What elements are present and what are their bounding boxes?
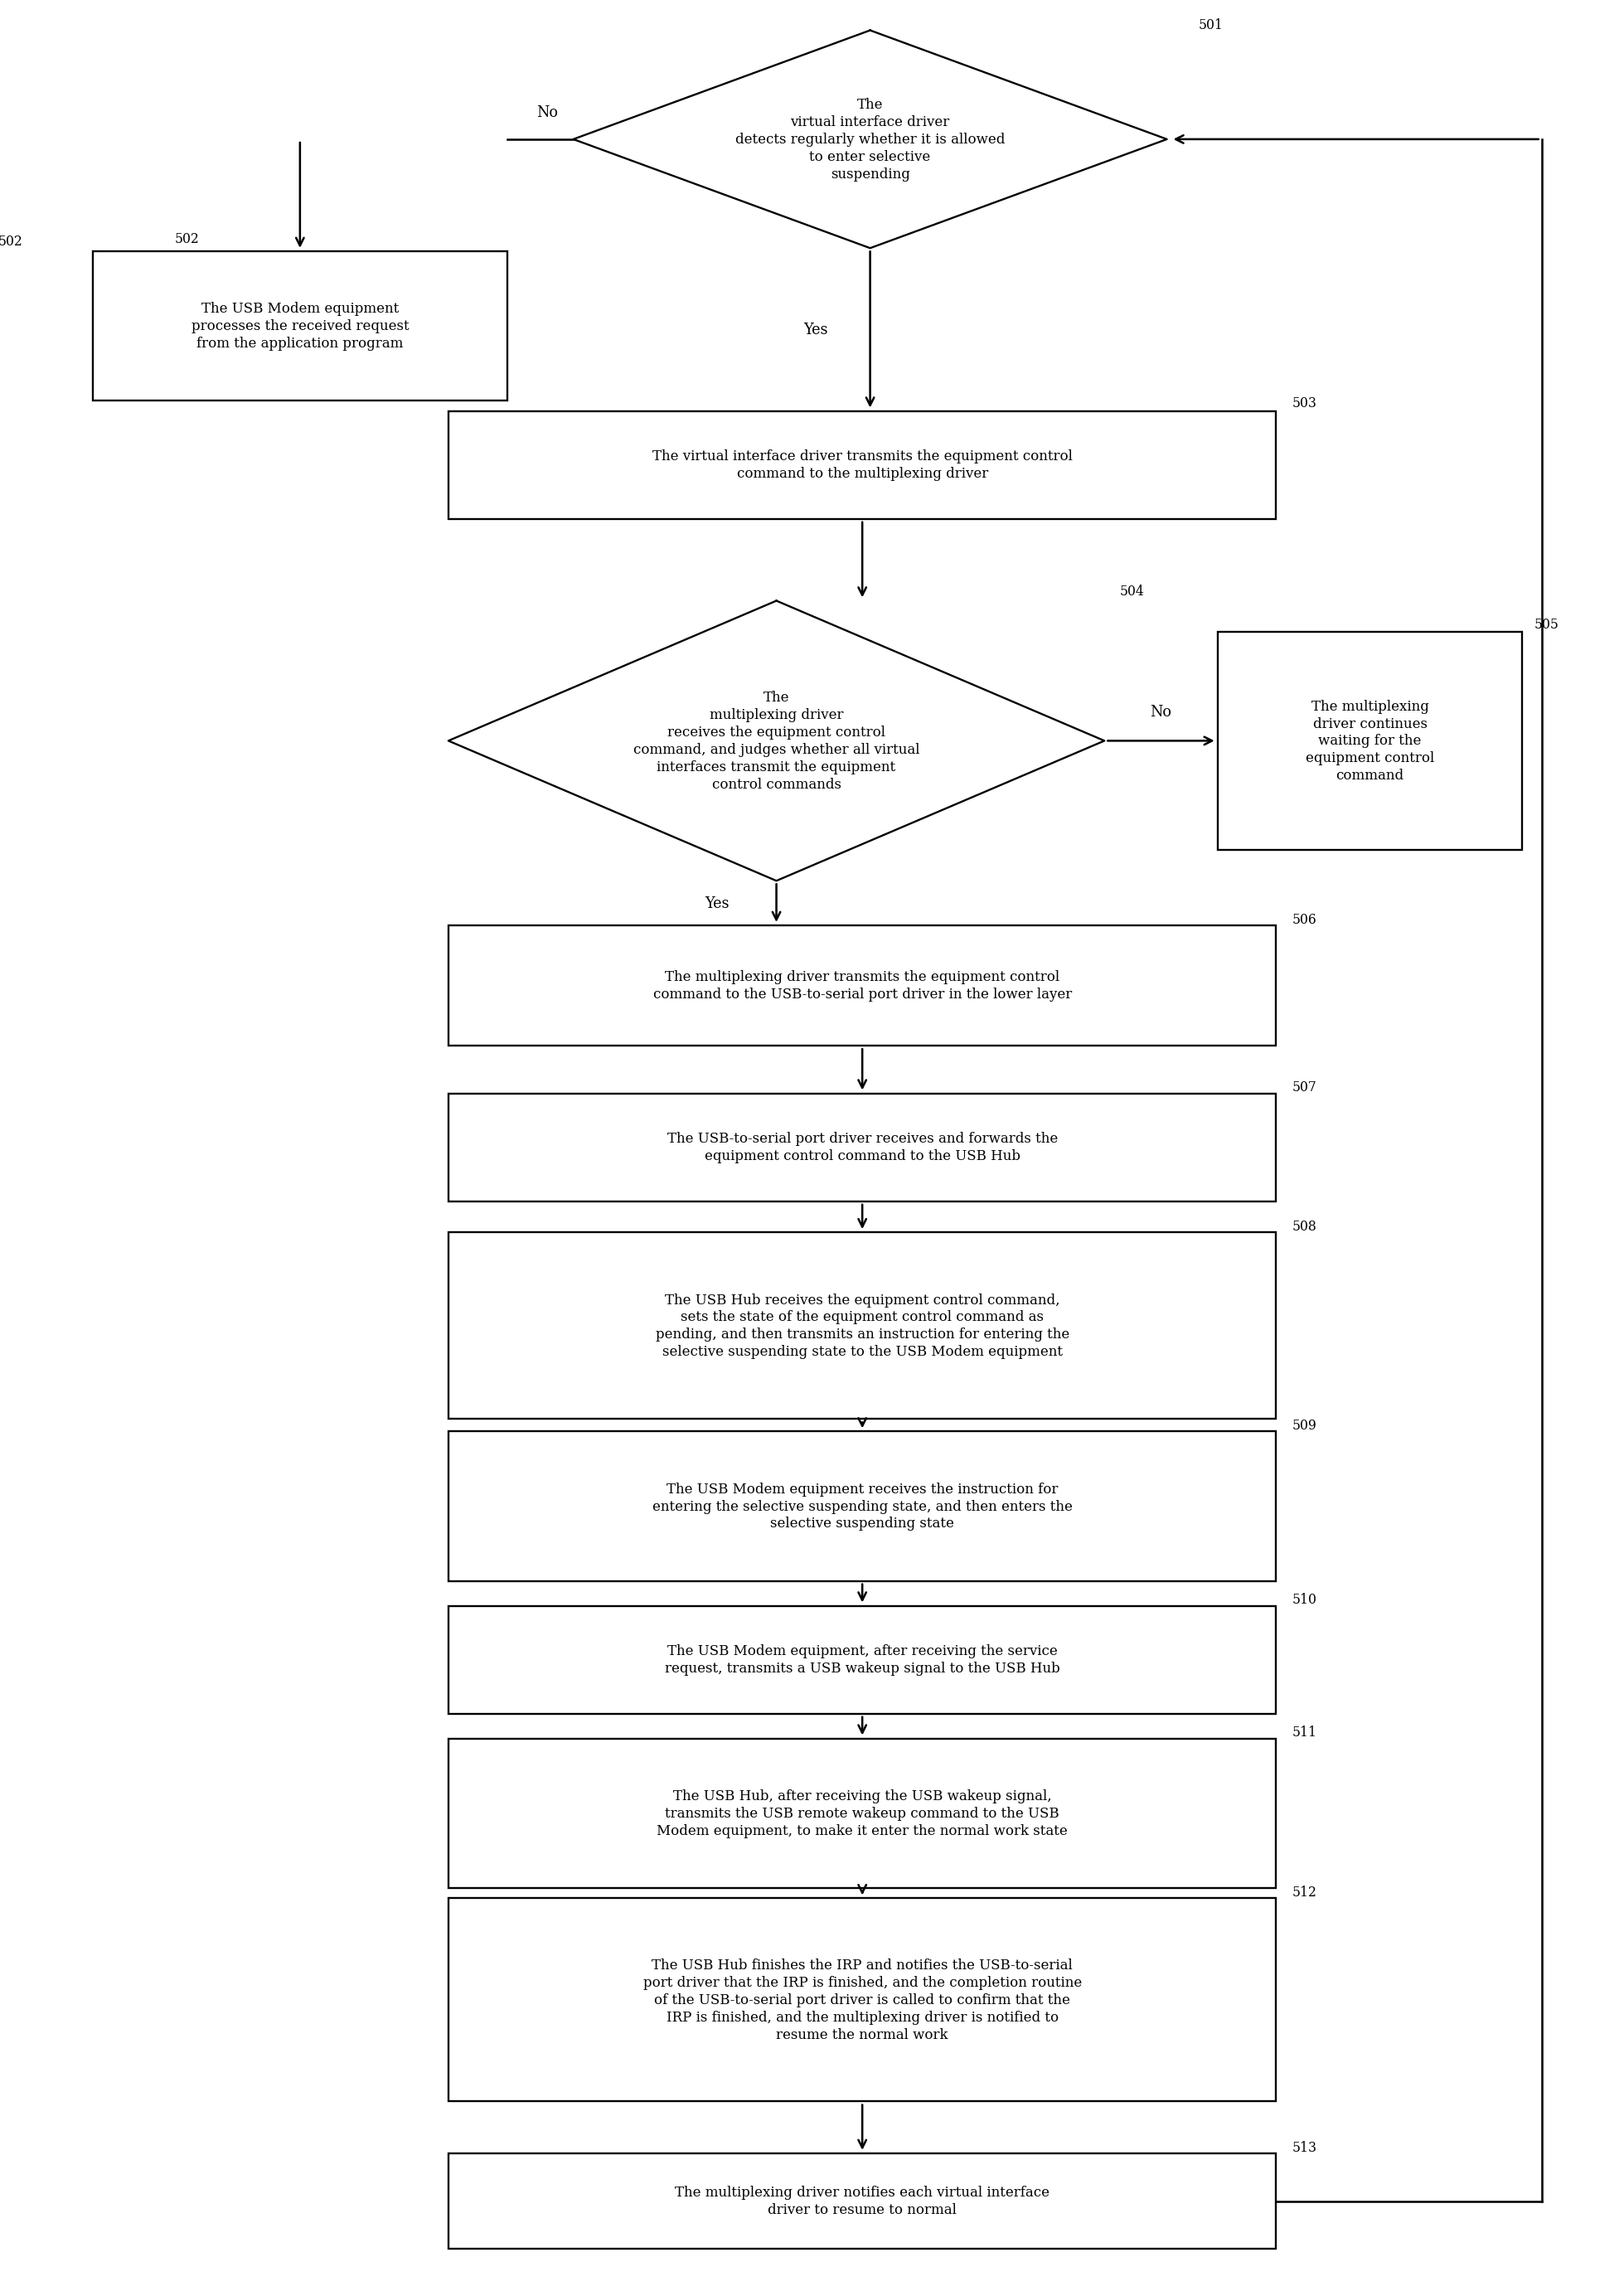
Text: Yes: Yes [705,896,729,912]
Text: 508: 508 [1291,1219,1315,1233]
Text: Yes: Yes [802,323,827,337]
FancyBboxPatch shape [1216,632,1522,850]
Text: The multiplexing driver notifies each virtual interface
driver to resume to norm: The multiplexing driver notifies each vi… [674,2186,1049,2218]
FancyBboxPatch shape [448,1899,1275,2101]
Text: The
virtual interface driver
detects regularly whether it is allowed
to enter se: The virtual interface driver detects reg… [736,99,1005,181]
Text: The multiplexing
driver continues
waiting for the
equipment control
command: The multiplexing driver continues waitin… [1306,699,1434,784]
FancyBboxPatch shape [448,1093,1275,1200]
Text: No: No [1150,706,1171,719]
Text: 507: 507 [1291,1081,1315,1095]
Text: The USB Modem equipment receives the instruction for
entering the selective susp: The USB Modem equipment receives the ins… [651,1482,1072,1530]
Text: 501: 501 [1197,18,1223,32]
Text: 512: 512 [1291,1885,1315,1899]
Text: 503: 503 [1291,396,1315,410]
Text: 502: 502 [175,231,200,245]
Text: The multiplexing driver transmits the equipment control
command to the USB-to-se: The multiplexing driver transmits the eq… [653,969,1072,1001]
FancyBboxPatch shape [448,412,1275,520]
Text: The USB Hub finishes the IRP and notifies the USB-to-serial
port driver that the: The USB Hub finishes the IRP and notifie… [643,1959,1082,2041]
Text: 513: 513 [1291,2140,1315,2154]
Text: 502: 502 [0,234,23,247]
Text: 509: 509 [1291,1418,1315,1432]
Text: No: No [536,105,557,119]
Text: 511: 511 [1291,1725,1315,1739]
Text: The USB Hub, after receiving the USB wakeup signal,
transmits the USB remote wak: The USB Hub, after receiving the USB wak… [656,1789,1067,1837]
Text: 505: 505 [1533,619,1557,632]
Text: 506: 506 [1291,912,1315,926]
FancyBboxPatch shape [448,1606,1275,1714]
FancyBboxPatch shape [448,2154,1275,2250]
Text: The USB Modem equipment, after receiving the service
request, transmits a USB wa: The USB Modem equipment, after receiving… [664,1645,1059,1675]
FancyBboxPatch shape [448,1233,1275,1418]
Text: The virtual interface driver transmits the equipment control
command to the mult: The virtual interface driver transmits t… [651,449,1072,481]
FancyBboxPatch shape [448,926,1275,1047]
Text: The USB Hub receives the equipment control command,
sets the state of the equipm: The USB Hub receives the equipment contr… [654,1292,1069,1359]
Text: 504: 504 [1119,584,1145,598]
Text: The USB-to-serial port driver receives and forwards the
equipment control comman: The USB-to-serial port driver receives a… [667,1132,1057,1164]
Text: The
multiplexing driver
receives the equipment control
command, and judges wheth: The multiplexing driver receives the equ… [633,690,919,790]
Text: 510: 510 [1291,1592,1315,1606]
FancyBboxPatch shape [448,1739,1275,1888]
Text: The USB Modem equipment
processes the received request
from the application prog: The USB Modem equipment processes the re… [192,302,409,351]
FancyBboxPatch shape [93,252,507,401]
FancyBboxPatch shape [448,1432,1275,1581]
